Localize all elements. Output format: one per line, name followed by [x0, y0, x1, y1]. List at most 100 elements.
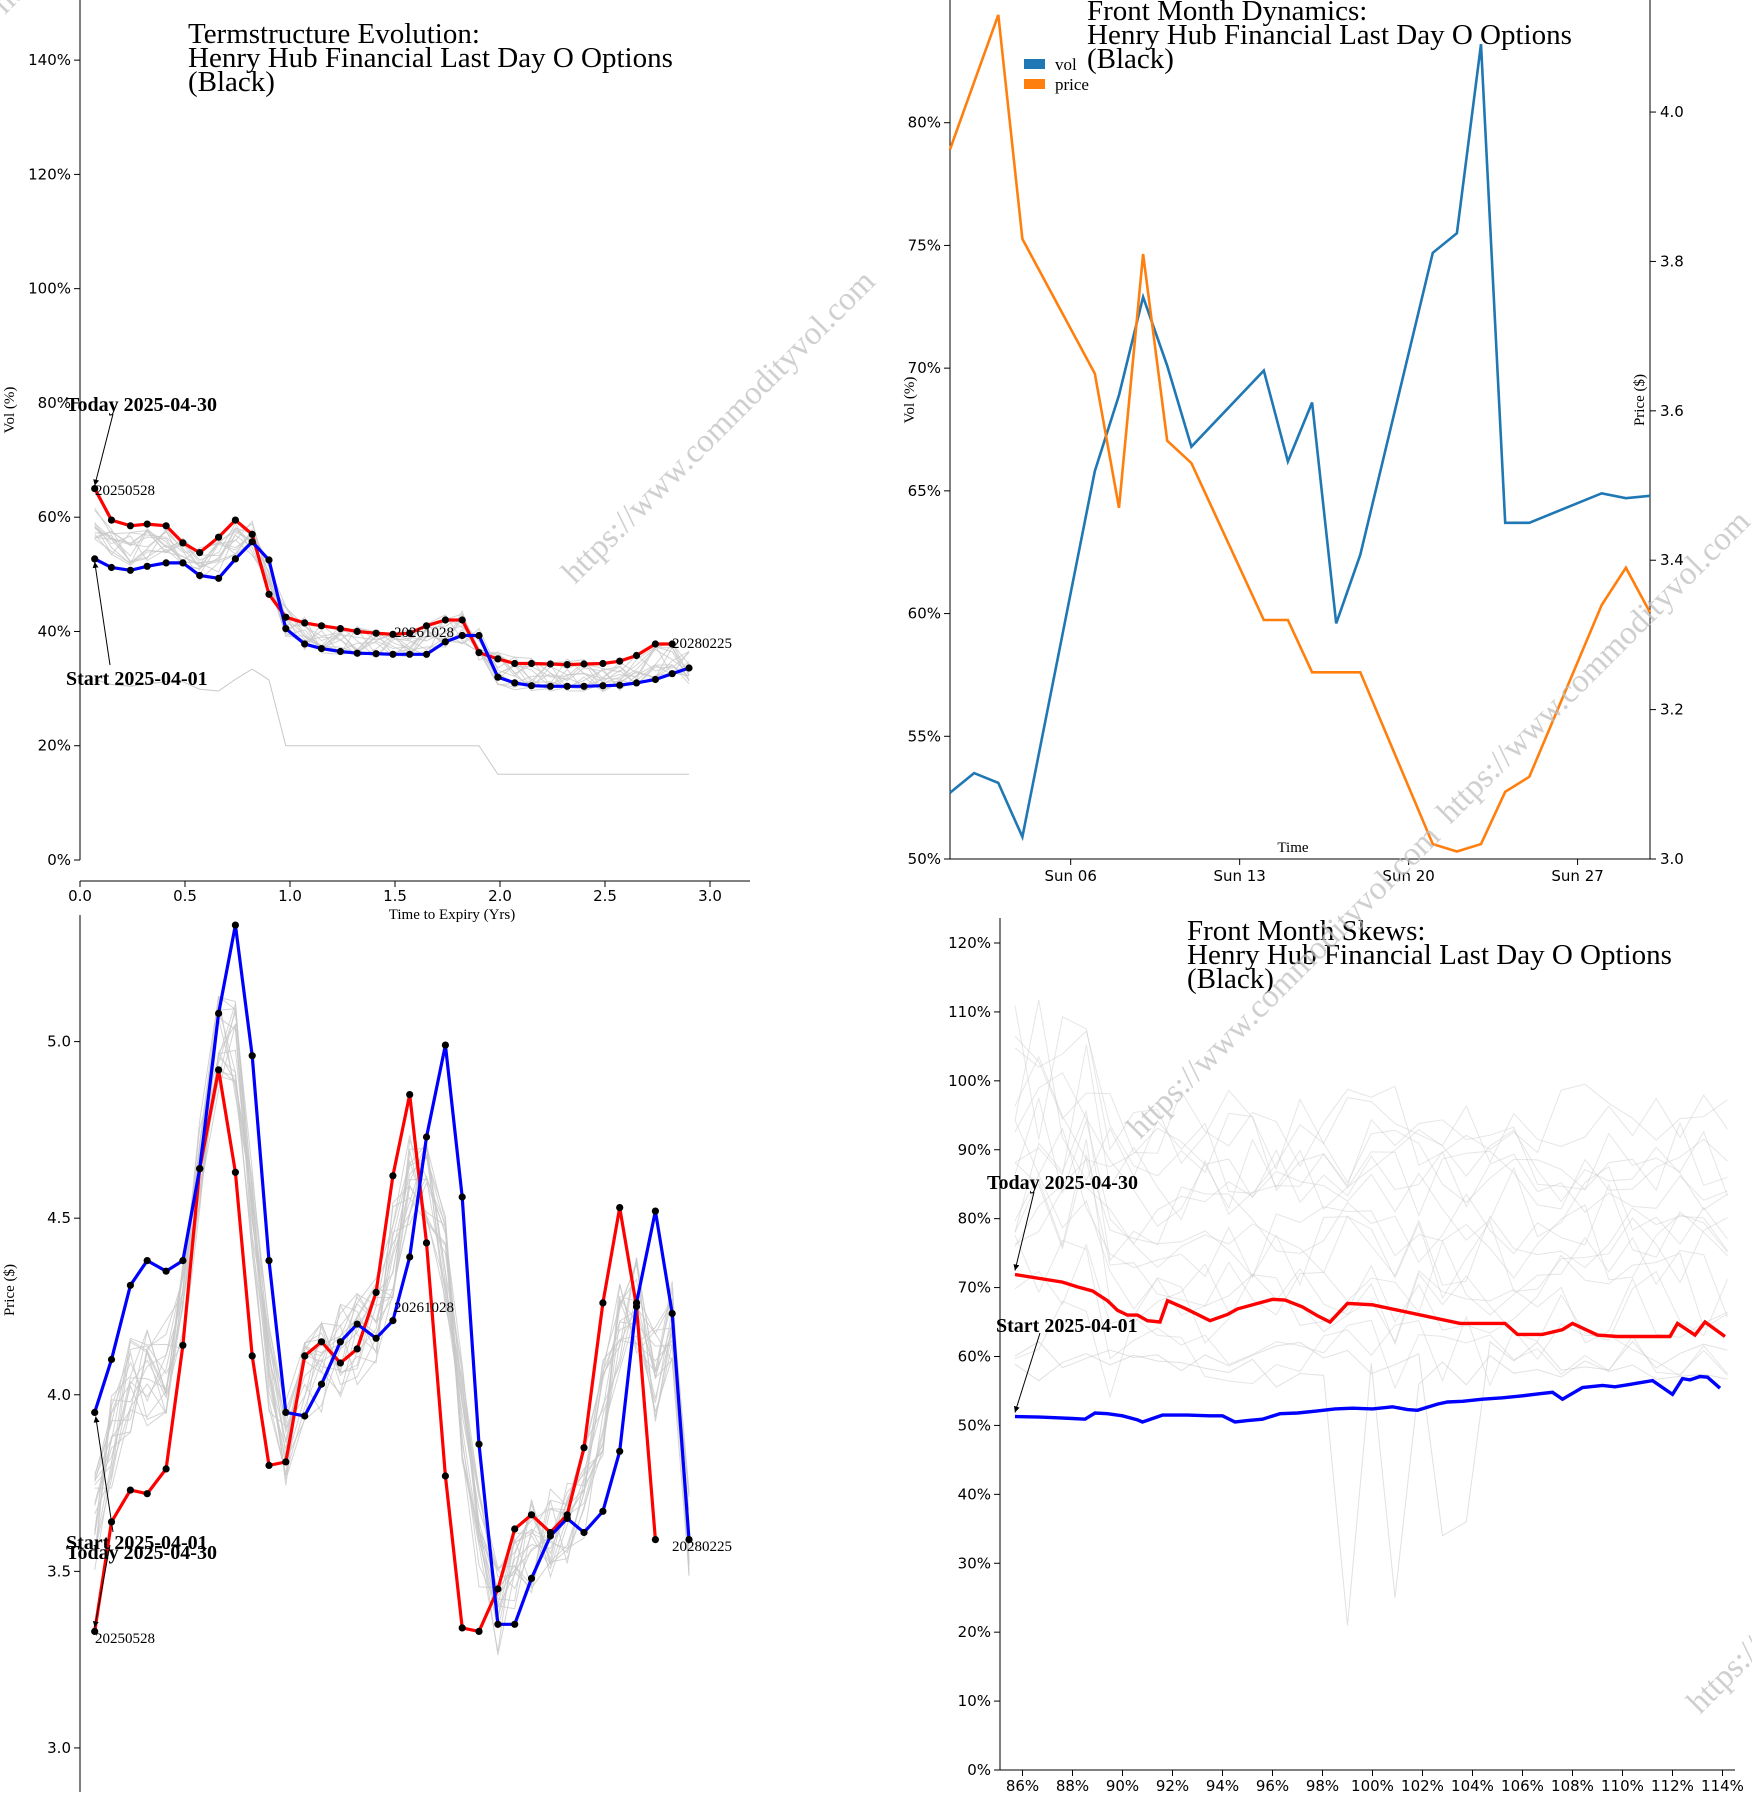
- today-point-13: [301, 1352, 309, 1360]
- y-tick-label: 4.5: [47, 1209, 71, 1227]
- x-tick-label: 2.5: [593, 887, 617, 905]
- y-tick-label: 55%: [908, 727, 941, 745]
- start-point-29: [580, 1528, 588, 1537]
- arrow-today: [92, 1544, 111, 1628]
- today-point-16: [353, 627, 361, 636]
- y2-tick-label: 3.8: [1660, 252, 1684, 270]
- start-point-4: [143, 1257, 151, 1265]
- history-line-outlier: [94, 668, 689, 775]
- annotation-first-contract: 20250528: [95, 1631, 155, 1647]
- start-point-12: [282, 625, 290, 633]
- today-point-24: [494, 1585, 502, 1593]
- today-point-8: [215, 533, 223, 541]
- termstructure-chart: 0% 20% 40% 60% 80% 100% 120% 140% 0.0 0.5 1.0 1.5 2.…: [2, 0, 750, 923]
- chart-title-line-1: Front Month Skews:: [1187, 915, 1425, 947]
- start-point-3: [126, 566, 134, 574]
- series-start-line: [1014, 1374, 1722, 1424]
- today-point-14: [317, 622, 326, 630]
- y-tick-label: 4.0: [47, 1386, 71, 1404]
- start-point-8: [215, 1009, 223, 1018]
- start-point-8: [215, 574, 223, 582]
- history-skew-15: [1014, 1072, 1728, 1227]
- start-point-20: [422, 1133, 431, 1141]
- annotation-mid-contract: 20261028: [394, 625, 454, 641]
- x-tick-label: 3.0: [698, 887, 722, 905]
- x-tick-label: 92%: [1156, 1777, 1189, 1792]
- today-point-12: [282, 613, 290, 621]
- legend-vol-label: vol: [1055, 55, 1077, 74]
- history-skew-9: [1014, 1158, 1728, 1334]
- history-skew-18: [1014, 1005, 1728, 1171]
- annotation-today: Today 2025-04-30: [66, 394, 217, 416]
- today-point-19: [406, 1091, 414, 1099]
- start-point-9: [231, 921, 239, 929]
- today-point-25: [511, 659, 519, 668]
- y-tick-label: 90%: [958, 1141, 991, 1159]
- start-point-35: [685, 664, 693, 672]
- chart-title-line-1: Termstructure Evolution:: [188, 18, 480, 50]
- y-tick-label: 110%: [948, 1003, 991, 1021]
- y-tick-label: 3.5: [47, 1562, 71, 1580]
- today-point-7: [196, 549, 204, 557]
- y-tick-label: 50%: [908, 850, 941, 868]
- today-point-1: [91, 1627, 99, 1635]
- legend-vol-swatch: [1024, 59, 1045, 69]
- today-point-12: [282, 1458, 290, 1466]
- start-point-25: [511, 1620, 519, 1628]
- y-axis-label: Vol (%): [902, 377, 918, 424]
- annotation-last-contract: 20280225: [672, 636, 732, 652]
- today-point-30: [599, 659, 607, 668]
- today-point-18: [389, 630, 397, 638]
- start-point-28: [563, 682, 571, 690]
- y-axis-label: Price ($): [2, 1264, 18, 1316]
- start-point-9: [231, 555, 239, 563]
- today-point-17: [372, 629, 380, 637]
- today-point-6: [179, 1341, 187, 1349]
- legend-price-swatch: [1024, 79, 1045, 89]
- today-point-5: [162, 522, 170, 530]
- today-point-29: [580, 660, 588, 668]
- start-point-14: [317, 1380, 326, 1388]
- start-point-21: [441, 638, 449, 646]
- today-point-26: [527, 1511, 536, 1519]
- history-skew-1: [1014, 1173, 1728, 1318]
- y2-tick-label: 3.2: [1660, 701, 1684, 719]
- y-tick-label: 80%: [38, 394, 71, 412]
- history-skew-3: [1014, 999, 1728, 1204]
- start-point-30: [599, 1507, 607, 1515]
- y-tick-label: 65%: [908, 482, 941, 500]
- arrow-today: [1013, 1191, 1035, 1271]
- y-tick-label: 140%: [28, 51, 71, 69]
- x-tick-label: Sun 20: [1382, 867, 1434, 885]
- y-tick-label: 50%: [958, 1416, 991, 1434]
- price-termstructure-chart: 3.0 3.5 4.0 4.5 5.0 Price ($) Start 2025-04-01…: [2, 915, 732, 1792]
- start-point-11: [265, 556, 273, 564]
- start-point-19: [406, 650, 414, 658]
- annotation-last-contract: 20280225: [672, 1539, 732, 1555]
- start-point-34: [668, 1309, 676, 1318]
- arrow-start: [1013, 1332, 1041, 1413]
- today-point-6: [179, 539, 187, 547]
- start-point-2: [107, 563, 116, 572]
- start-point-16: [353, 1320, 361, 1328]
- today-point-28: [563, 661, 571, 669]
- x-tick-label: 2.0: [488, 887, 512, 905]
- x-tick-label: Sun 06: [1044, 867, 1096, 885]
- y-tick-label: 100%: [948, 1072, 991, 1090]
- history-skew-13: [1014, 1138, 1728, 1344]
- history-line-15: [94, 1051, 690, 1656]
- today-point-9: [231, 516, 239, 524]
- today-point-30: [599, 1299, 607, 1307]
- today-point-1: [91, 485, 99, 493]
- x-tick-label: 86%: [1006, 1777, 1039, 1792]
- x-tick-label: 112%: [1651, 1777, 1694, 1792]
- watermark-1: https://www.commodityvol.com: [555, 263, 883, 591]
- x-tick-label: 88%: [1056, 1777, 1089, 1792]
- annotation-start: Start 2025-04-01: [66, 668, 208, 690]
- today-point-21: [441, 616, 449, 624]
- x-tick-label: 90%: [1106, 1777, 1139, 1792]
- y-tick-label: 60%: [958, 1348, 991, 1366]
- chart-title-line-2: Henry Hub Financial Last Day O Options: [1087, 19, 1572, 51]
